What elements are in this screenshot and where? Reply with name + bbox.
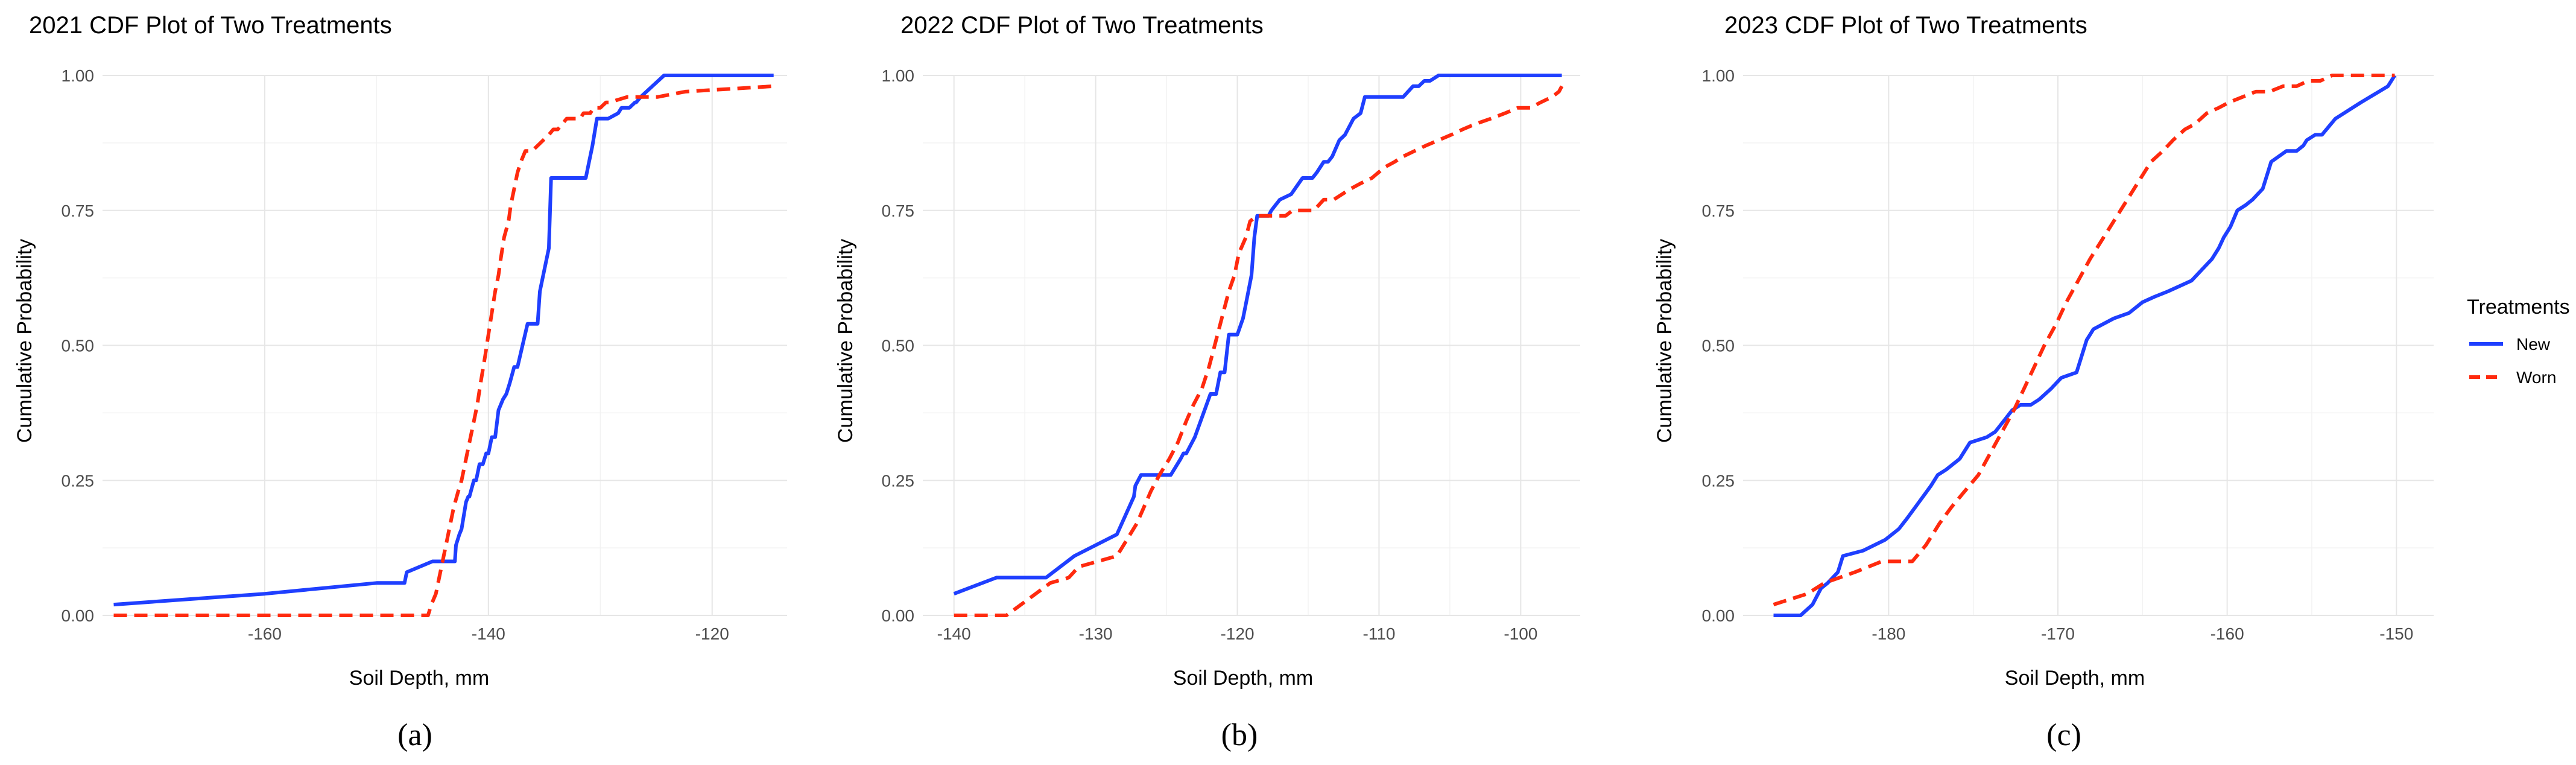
y-tick-label: 0.25 [882, 471, 915, 490]
panel-a-label: (a) [397, 718, 432, 752]
x-tick-label: -170 [2041, 624, 2075, 643]
x-tick-label: -120 [1220, 624, 1254, 643]
y-tick-label: 1.00 [882, 66, 915, 85]
panel-b-ylabel: Cumulative Probability [834, 239, 857, 443]
panel-b-xlabel: Soil Depth, mm [1173, 667, 1313, 690]
panel-a-lines [113, 74, 774, 617]
y-tick-label: 0.75 [1702, 202, 1735, 220]
panel-a-xtick-labels: -160 -140 -120 [248, 624, 729, 643]
y-tick-label: 0.75 [882, 202, 915, 220]
panel-c-ylabel: Cumulative Probability [1653, 239, 1676, 443]
x-tick-label: -110 [1362, 624, 1395, 643]
y-tick-label: 1.00 [62, 66, 95, 85]
panel-b-lines [953, 74, 1564, 617]
y-tick-label: 0.25 [1702, 471, 1735, 490]
panel-c: 2023 CDF Plot of Two Treatments 0.00 0.25… [1653, 12, 2434, 752]
panel-c-xlabel: Soil Depth, mm [2005, 667, 2145, 690]
x-tick-label: -100 [1504, 624, 1537, 643]
series-line-new [1773, 74, 2397, 617]
panel-c-label: (c) [2046, 718, 2081, 752]
series-line-new [953, 74, 1562, 596]
panel-b-title: 2022 CDF Plot of Two Treatments [900, 12, 1264, 39]
series-line-worn [1773, 74, 2395, 606]
y-tick-label: 0.00 [62, 606, 95, 625]
y-tick-label: 0.00 [882, 606, 915, 625]
panel-b-ytick-labels: 0.00 0.25 0.50 0.75 1.00 [882, 66, 915, 625]
panel-a-ytick-labels: 0.00 0.25 0.50 0.75 1.00 [62, 66, 95, 625]
legend-title: Treatments [2467, 296, 2570, 319]
panel-c-xtick-labels: -180 -170 -160 -150 [1872, 624, 2413, 643]
panel-a-grid [103, 75, 787, 616]
y-tick-label: 0.25 [62, 471, 95, 490]
x-tick-label: -180 [1872, 624, 1905, 643]
y-tick-label: 0.00 [1702, 606, 1735, 625]
series-line-new [113, 74, 774, 607]
panel-b-xtick-labels: -140 -130 -120 -110 -100 [937, 624, 1538, 643]
series-line-worn [113, 84, 774, 617]
y-tick-label: 0.50 [1702, 337, 1735, 355]
panel-b: 2022 CDF Plot of Two Treatments 0.00 0.25… [834, 12, 1580, 752]
x-tick-label: -140 [472, 624, 505, 643]
panel-c-grid [1743, 75, 2434, 616]
x-tick-label: -150 [2379, 624, 2413, 643]
legend-label-worn: Worn [2516, 368, 2556, 387]
panel-c-ytick-labels: 0.00 0.25 0.50 0.75 1.00 [1702, 66, 1735, 625]
legend: Treatments New Worn [2467, 296, 2570, 387]
panel-a-xlabel: Soil Depth, mm [349, 667, 489, 690]
panel-a: 2021 CDF Plot of Two Treatments 0.00 0.25… [13, 12, 787, 752]
panel-b-label: (b) [1221, 718, 1258, 752]
legend-label-new: New [2516, 335, 2551, 354]
y-tick-label: 0.50 [882, 337, 915, 355]
panel-b-grid [923, 75, 1580, 616]
y-tick-label: 1.00 [1702, 66, 1735, 85]
series-line-worn [954, 85, 1564, 617]
x-tick-label: -140 [937, 624, 971, 643]
panel-a-title: 2021 CDF Plot of Two Treatments [29, 12, 392, 39]
panel-c-title: 2023 CDF Plot of Two Treatments [1724, 12, 2087, 39]
x-tick-label: -120 [695, 624, 729, 643]
panel-a-ylabel: Cumulative Probability [13, 239, 36, 443]
x-tick-label: -130 [1079, 624, 1113, 643]
legend-item-worn: Worn [2469, 368, 2556, 387]
legend-item-new: New [2469, 335, 2551, 354]
y-tick-label: 0.75 [62, 202, 95, 220]
x-tick-label: -160 [248, 624, 282, 643]
y-tick-label: 0.50 [62, 337, 95, 355]
x-tick-label: -160 [2210, 624, 2244, 643]
panel-c-lines [1773, 74, 2397, 617]
